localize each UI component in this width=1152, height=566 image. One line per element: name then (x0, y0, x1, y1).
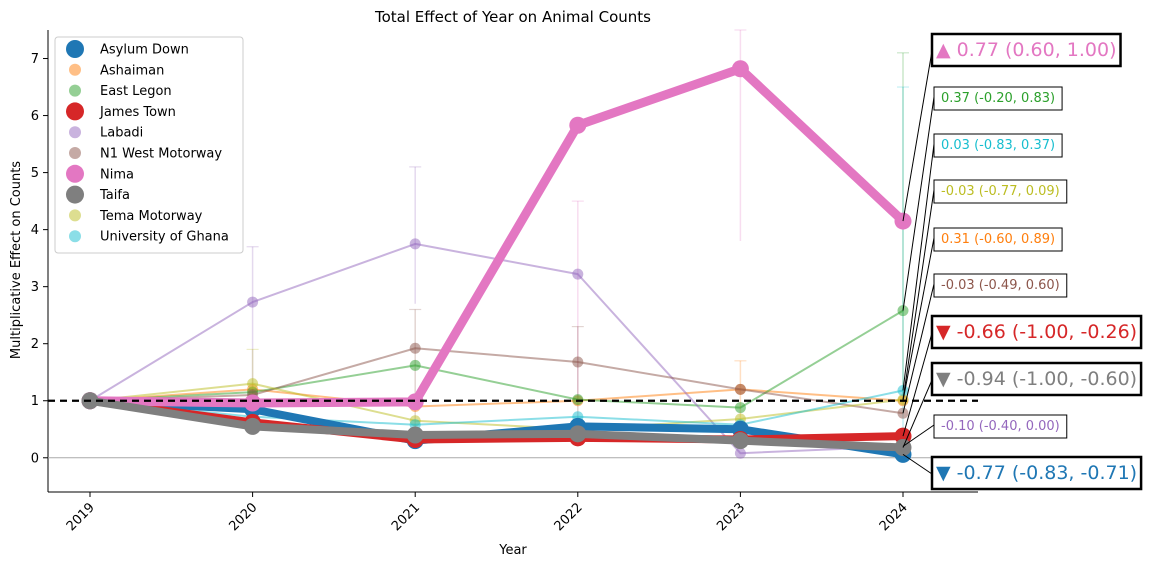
data-point-nima (406, 393, 424, 411)
series-line-university-of-ghana (89, 389, 904, 426)
series-line-east-legon (89, 309, 904, 409)
data-point-nima (244, 394, 262, 412)
legend-label: East Legon (100, 84, 172, 99)
annotation-box (933, 414, 1068, 439)
data-point-labadi (247, 296, 259, 308)
data-point-labadi (572, 268, 584, 280)
annotation-box (933, 86, 1063, 111)
annotation-connector (902, 96, 935, 311)
data-point-nima (569, 116, 587, 134)
data-point-labadi (734, 447, 746, 459)
data-point-n1-west-motorway (734, 383, 746, 395)
series-line-n1-west-motorway (89, 347, 904, 415)
legend-marker (69, 63, 81, 76)
y-axis-label: Multiplicative Effect on Counts (9, 161, 24, 359)
legend-box (54, 36, 244, 254)
series-line-nima (89, 64, 907, 408)
y-tick-label: 6 (31, 109, 39, 124)
y-tick-label: 3 (31, 280, 39, 295)
annotation-connector (902, 453, 933, 475)
legend-label: James Town (99, 105, 176, 120)
data-point-east-legon (734, 402, 746, 414)
x-tick-label: 2021 (389, 500, 423, 534)
annotation-connector (902, 332, 933, 437)
data-point-east-legon (409, 359, 421, 371)
annotation-connector (902, 189, 935, 400)
legend: Asylum Down Ashaiman East Legon James Town L… (54, 36, 244, 254)
data-point-taifa (731, 432, 749, 450)
series-line-tema-motorway (89, 382, 904, 431)
legend-marker (66, 164, 84, 183)
annotation-connector (902, 143, 935, 391)
annotation-box (933, 133, 1063, 158)
annotation-connector (902, 424, 935, 447)
y-tick-label: 4 (31, 223, 39, 238)
chart-title: Total Effect of Year on Animal Counts (374, 8, 651, 26)
annotation-box (930, 32, 1122, 68)
annotation-text: 0.03 (-0.83, 0.37) (941, 138, 1055, 153)
y-tick-label: 2 (31, 337, 39, 352)
legend-marker (66, 185, 84, 204)
annotation-connector (902, 379, 933, 448)
annotation-text: ▼ -0.66 (-1.00, -0.26) (936, 321, 1137, 343)
legend-marker (66, 40, 84, 58)
legend-marker (69, 84, 81, 97)
data-point-tema-motorway (247, 378, 259, 390)
legend-label: Taifa (99, 188, 130, 203)
legend-label: Ashaiman (100, 63, 164, 78)
x-tick-label: 2019 (64, 500, 98, 534)
annotation-box (930, 314, 1143, 350)
annotation-box (930, 361, 1143, 397)
legend-marker (69, 209, 81, 222)
x-tick-label: 2023 (714, 500, 748, 534)
annotation-text: ▲ 0.77 (0.60, 1.00) (936, 39, 1117, 61)
x-axis-label: Year (498, 543, 527, 558)
legend-marker (69, 147, 81, 159)
legend-label: University of Ghana (100, 230, 229, 245)
annotation-box (933, 273, 1068, 298)
annotation-text: -0.03 (-0.77, 0.09) (941, 184, 1060, 199)
legend-label: Tema Motorway (99, 209, 203, 224)
y-tick-label: 5 (31, 166, 39, 181)
legend-marker (69, 230, 81, 243)
data-point-nima (731, 60, 749, 78)
legend-marker (69, 126, 81, 139)
annotation-box (930, 455, 1143, 491)
y-tick-label: 7 (31, 52, 39, 67)
legend-label: Nima (100, 167, 134, 182)
annotation-connector (902, 237, 935, 401)
data-point-taifa (569, 425, 587, 443)
annotation-text: -0.10 (-0.40, 0.00) (941, 419, 1060, 434)
annotation-box (933, 227, 1063, 252)
annotation-text: ▼ -0.77 (-0.83, -0.71) (936, 462, 1137, 484)
annotation-box (933, 179, 1068, 204)
annotation-connector (902, 50, 933, 222)
annotation-text: -0.03 (-0.49, 0.60) (941, 278, 1060, 293)
x-tick-label: 2020 (226, 500, 260, 534)
data-point-n1-west-motorway (409, 342, 421, 354)
data-point-taifa (406, 426, 424, 444)
data-point-n1-west-motorway (572, 356, 584, 368)
y-tick-label: 0 (31, 451, 39, 466)
annotation-text: 0.31 (-0.60, 0.89) (941, 232, 1055, 247)
legend-label: N1 West Motorway (100, 147, 222, 162)
annotations: ▲ 0.77 (0.60, 1.00) 0.37 (-0.20, 0.83) 0.0… (902, 32, 1143, 491)
annotation-connector (902, 283, 935, 414)
data-point-east-legon (572, 394, 584, 406)
series-line-taifa (89, 396, 904, 452)
annotation-text: 0.37 (-0.20, 0.83) (941, 91, 1055, 106)
data-point-labadi (409, 238, 421, 250)
x-tick-label: 2022 (552, 500, 586, 534)
y-tick-label: 1 (31, 394, 39, 409)
annotation-text: ▼ -0.94 (-1.00, -0.60) (936, 368, 1137, 390)
legend-label: Labadi (100, 126, 143, 141)
x-tick-label: 2024 (877, 500, 911, 534)
legend-label: Asylum Down (100, 43, 189, 58)
legend-marker (66, 102, 84, 121)
data-point-taifa (244, 417, 262, 435)
